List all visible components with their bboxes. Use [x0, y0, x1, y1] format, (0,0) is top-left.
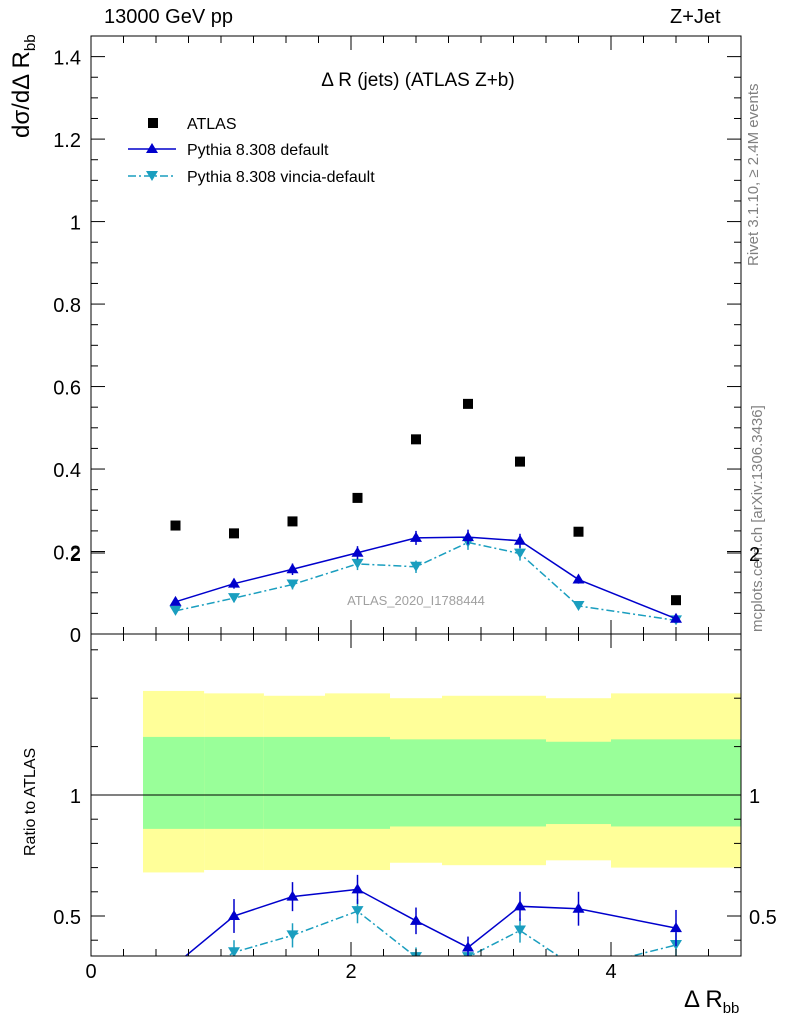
uncertainty-band-inner	[546, 741, 611, 825]
legend-atlas-label: ATLAS	[187, 116, 237, 133]
uncertainty-band-inner	[325, 736, 390, 829]
vincia-ratio-point	[351, 906, 364, 917]
legend-atlas-marker	[148, 118, 158, 128]
vincia-point	[169, 605, 182, 616]
lower-y-tick-label-right: 2	[749, 544, 760, 566]
uncertainty-band-inner	[204, 736, 264, 829]
default-ratio-point	[410, 914, 422, 925]
default-point	[670, 612, 682, 623]
vincia-ratio-point	[286, 930, 299, 941]
default-ratio-point	[670, 922, 682, 933]
upper-y-tick-label: 0.8	[53, 295, 81, 317]
default-ratio-point	[572, 902, 585, 913]
default-point	[169, 595, 182, 606]
x-axis-label: Δ Rbb	[684, 986, 740, 1017]
atlas-data-point	[287, 516, 298, 527]
default-ratio-point	[228, 910, 240, 920]
vincia-ratio-point	[170, 984, 182, 994]
lower-y-tick-label: 0.5	[53, 907, 81, 929]
atlas-data-point	[573, 526, 584, 537]
lower-y-tick-label-right: 1	[749, 786, 760, 808]
upper-y-tick-label: 1.2	[53, 130, 81, 152]
atlas-data-point	[352, 492, 363, 503]
vincia-series-line	[175, 541, 677, 622]
default-ratio-point	[170, 958, 182, 968]
default-point	[410, 531, 422, 542]
header-energy: 13000 GeV pp	[104, 6, 233, 28]
vincia-point	[351, 558, 364, 569]
default-point	[572, 573, 585, 584]
default-ratio-point	[462, 941, 474, 952]
watermark-analysis-id: ATLAS_2020_I1788444	[347, 593, 485, 608]
vincia-point	[228, 593, 240, 604]
default-point	[286, 563, 299, 574]
uncertainty-band-inner	[263, 736, 325, 829]
vincia-ratio-point	[514, 925, 526, 936]
upper-y-tick-label: 0.6	[53, 378, 81, 400]
upper-plot-title: Δ R (jets) (ATLAS Z+b)	[321, 70, 514, 91]
default-point	[351, 546, 364, 557]
default-ratio-point	[286, 890, 299, 901]
lower-y-tick-label: 1	[70, 786, 81, 808]
uncertainty-band-inner	[390, 739, 442, 827]
legend-vincia-label: Pythia 8.308 vincia-default	[187, 169, 375, 186]
legend: ATLAS Pythia 8.308 default Pythia 8.308 …	[128, 116, 375, 186]
upper-y-tick-label: 0.4	[53, 460, 81, 482]
header-process: Z+Jet	[670, 6, 721, 28]
legend-vincia-marker	[146, 171, 158, 181]
default-point	[514, 534, 526, 545]
vincia-point	[410, 561, 422, 572]
default-point	[228, 577, 240, 588]
vincia-ratio-point	[573, 964, 585, 974]
default-ratio-point	[514, 900, 526, 911]
uncertainty-band-inner	[611, 739, 741, 827]
atlas-data-point	[463, 398, 473, 409]
vincia-point	[514, 548, 526, 559]
lower-y-tick-label: 2	[70, 544, 81, 566]
atlas-data-point	[671, 595, 681, 606]
legend-default-label: Pythia 8.308 default	[187, 142, 329, 159]
atlas-data-point	[515, 456, 525, 467]
uncertainty-band-inner	[494, 739, 546, 827]
atlas-data-point	[411, 434, 421, 445]
upper-y-tick-label: 0.2	[53, 543, 81, 565]
vincia-ratio-point	[228, 947, 240, 956]
atlas-data-point	[229, 528, 239, 539]
vincia-point	[572, 600, 585, 611]
lower-y-tick-label-right: 0.5	[749, 907, 777, 929]
legend-default-marker	[146, 143, 158, 153]
upper-y-tick-label: 0	[70, 625, 81, 647]
upper-y-tick-label: 1	[70, 213, 81, 235]
vincia-ratio-line	[226, 910, 677, 956]
default-point	[462, 531, 474, 542]
x-tick-label: 0	[85, 961, 96, 983]
uncertainty-band-inner	[442, 739, 494, 827]
x-tick-label: 2	[345, 961, 356, 983]
atlas-data-point	[170, 520, 181, 531]
default-ratio-point	[351, 883, 364, 894]
vincia-point	[286, 579, 299, 590]
upper-y-tick-label: 1.4	[53, 48, 81, 70]
default-ratio-line	[184, 888, 677, 956]
uncertainty-band-inner	[143, 736, 205, 829]
x-tick-label: 4	[605, 961, 616, 983]
